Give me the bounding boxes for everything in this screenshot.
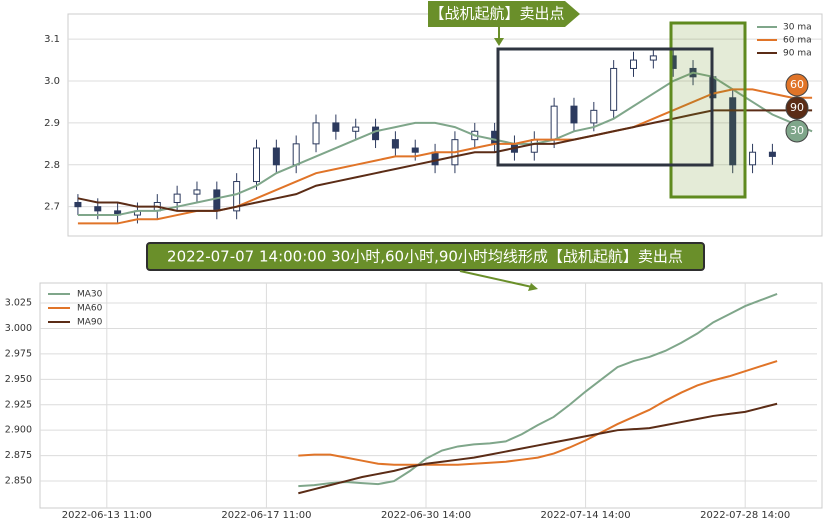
candle-body bbox=[332, 122, 340, 132]
y-tick-label: 2.850 bbox=[5, 476, 32, 487]
arrow bbox=[459, 270, 533, 288]
end-badge-label: 90 bbox=[790, 101, 804, 114]
candle-body bbox=[233, 181, 241, 212]
candle-body bbox=[630, 59, 637, 69]
candle-body bbox=[213, 189, 221, 212]
end-badge-label: 60 bbox=[790, 78, 804, 91]
candle-body bbox=[391, 139, 399, 149]
y-tick-label: 3.1 bbox=[44, 34, 60, 45]
candle-body bbox=[590, 109, 598, 124]
annotation-badge bbox=[146, 242, 705, 271]
y-tick-label: 2.925 bbox=[5, 399, 32, 410]
x-tick-label: 2022-06-30 14:00 bbox=[381, 510, 471, 521]
end-badge bbox=[785, 96, 809, 120]
y-tick-label: 3.000 bbox=[5, 323, 32, 334]
y-tick-label: 3.0 bbox=[44, 76, 60, 87]
candle-body bbox=[431, 151, 439, 166]
candle-body bbox=[193, 189, 201, 195]
candle-body bbox=[94, 206, 102, 212]
y-tick-label: 2.875 bbox=[5, 450, 32, 461]
y-tick-label: 2.8 bbox=[44, 160, 60, 171]
x-tick-label: 2022-06-13 11:00 bbox=[62, 510, 152, 521]
candle-body bbox=[729, 97, 737, 166]
ma-line bbox=[298, 292, 778, 488]
y-tick-label: 2.950 bbox=[5, 374, 32, 385]
candle-body bbox=[411, 147, 419, 153]
y-tick-label: 3.025 bbox=[5, 298, 32, 309]
x-tick-label: 2022-07-14 14:00 bbox=[541, 510, 631, 521]
legend-label: 60 ma bbox=[783, 36, 812, 46]
end-badge bbox=[785, 73, 809, 97]
annotation-badge bbox=[428, 1, 580, 27]
end-badge-label: 30 bbox=[790, 124, 804, 137]
candle-body bbox=[749, 151, 757, 166]
candle-body bbox=[550, 105, 558, 141]
y-tick-label: 2.975 bbox=[5, 348, 32, 359]
y-tick-label: 2.7 bbox=[44, 202, 60, 213]
ma-line bbox=[298, 402, 778, 495]
candle-body bbox=[352, 126, 360, 132]
candle-body bbox=[272, 147, 280, 166]
candle-body bbox=[292, 143, 300, 166]
candle-body bbox=[530, 139, 538, 153]
candle-body bbox=[74, 201, 82, 208]
legend-label: MA30 bbox=[77, 290, 103, 300]
ma-line bbox=[77, 109, 813, 212]
y-tick-label: 2.9 bbox=[44, 118, 60, 129]
bottom-plot-frame bbox=[39, 282, 823, 509]
annotation-text: 【战机起航】卖出点 bbox=[429, 5, 564, 23]
candle-body bbox=[312, 122, 320, 145]
candle-body bbox=[570, 105, 578, 124]
x-tick-label: 2022-06-17 11:00 bbox=[221, 510, 311, 521]
candle-body bbox=[253, 147, 260, 183]
candle-body bbox=[649, 55, 657, 61]
candle-body bbox=[372, 126, 380, 141]
arrow-head bbox=[528, 283, 538, 291]
y-tick-label: 2.900 bbox=[5, 425, 32, 436]
legend-label: 90 ma bbox=[783, 49, 812, 59]
legend-label: MA60 bbox=[77, 304, 103, 314]
x-tick-label: 2022-07-28 14:00 bbox=[700, 510, 790, 521]
legend-label: MA90 bbox=[77, 318, 103, 328]
candle-body bbox=[768, 151, 776, 157]
legend-label: 30 ma bbox=[783, 23, 812, 33]
ma-line bbox=[77, 71, 813, 217]
annotation-text: 2022-07-07 14:00:00 30小时,60小时,90小时均线形成【战… bbox=[167, 248, 683, 266]
candle-body bbox=[173, 193, 181, 203]
ma-line bbox=[298, 360, 778, 466]
signal-box bbox=[496, 47, 714, 167]
candle-body bbox=[610, 67, 618, 111]
end-badge bbox=[785, 119, 809, 143]
arrow-head bbox=[494, 38, 504, 46]
highlight-box bbox=[669, 21, 747, 199]
